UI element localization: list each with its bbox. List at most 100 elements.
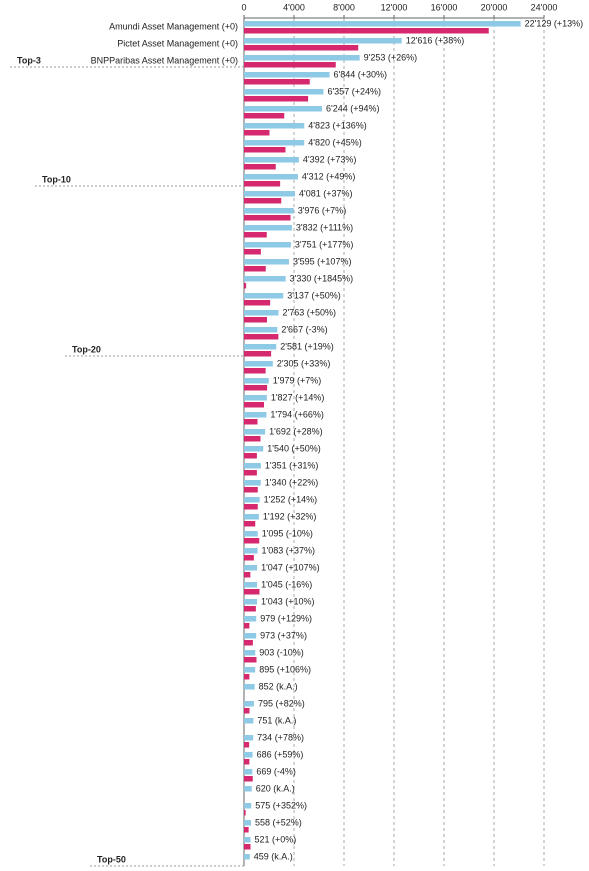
value-label: 4'392 (+73%) <box>303 154 357 164</box>
bar <box>244 599 258 605</box>
bar <box>244 827 249 833</box>
bar <box>244 759 250 765</box>
bar <box>244 232 267 238</box>
bar <box>244 735 254 741</box>
value-label: 2'667 (-3%) <box>281 324 327 334</box>
bar <box>244 327 278 333</box>
bar <box>244 368 266 374</box>
bar <box>244 300 271 306</box>
bar <box>244 776 253 782</box>
bar <box>244 402 264 408</box>
bar <box>244 106 323 112</box>
bar <box>244 769 253 775</box>
bar <box>244 89 324 95</box>
bar <box>244 436 261 442</box>
value-label: 903 (-10%) <box>259 647 304 657</box>
value-label: 9'253 (+26%) <box>364 52 418 62</box>
bar <box>244 514 259 520</box>
bar <box>244 130 270 136</box>
value-label: 3'595 (+107%) <box>293 256 352 266</box>
bar <box>244 640 253 646</box>
bar <box>244 718 254 724</box>
bar <box>244 140 305 146</box>
value-label: 852 (k.A.) <box>259 681 298 691</box>
x-tick-label: 16'000 <box>431 2 458 12</box>
value-label: 686 (+59%) <box>257 749 304 759</box>
bar <box>244 548 258 554</box>
value-label: 1'794 (+66%) <box>270 409 324 419</box>
bar <box>244 378 269 384</box>
value-label: 6'244 (+94%) <box>326 103 380 113</box>
bar <box>244 810 246 816</box>
value-label: 575 (+352%) <box>255 800 307 810</box>
x-tick-label: 4'000 <box>283 2 305 12</box>
bar <box>244 334 279 340</box>
value-label: 4'081 (+37%) <box>299 188 353 198</box>
category-label: Amundi Asset Management (+0) <box>109 21 238 31</box>
value-label: 795 (+82%) <box>258 698 305 708</box>
bar <box>244 606 256 612</box>
bar <box>244 62 336 68</box>
bar <box>244 463 261 469</box>
bar <box>244 395 267 401</box>
bar <box>244 701 254 707</box>
x-tick-label: 20'000 <box>481 2 508 12</box>
value-label: 973 (+37%) <box>260 630 307 640</box>
bar <box>244 351 272 357</box>
bar <box>244 650 256 656</box>
bar <box>244 521 256 527</box>
bar <box>244 470 257 476</box>
bar <box>244 55 360 61</box>
value-label: 2'581 (+19%) <box>280 341 334 351</box>
bar <box>244 215 291 221</box>
category-label: Pictet Asset Management (+0) <box>117 38 238 48</box>
value-label: 6'357 (+24%) <box>327 86 381 96</box>
value-label: 4'823 (+136%) <box>308 120 367 130</box>
bar <box>244 657 257 663</box>
value-label: 1'045 (-16%) <box>261 579 312 589</box>
bar <box>244 157 299 163</box>
bar <box>244 633 257 639</box>
bar <box>244 45 359 51</box>
value-label: 1'540 (+50%) <box>267 443 321 453</box>
bar <box>244 344 277 350</box>
bar <box>244 453 257 459</box>
value-label: 3'976 (+7%) <box>298 205 347 215</box>
bar <box>244 198 282 204</box>
bar <box>244 854 250 860</box>
bar <box>244 504 258 510</box>
bar <box>244 385 268 391</box>
group-label: Top-50 <box>97 854 126 864</box>
bar <box>244 589 260 595</box>
value-label: 1'692 (+28%) <box>269 426 323 436</box>
value-label: 521 (+0%) <box>255 834 297 844</box>
bar <box>244 317 267 323</box>
bar <box>244 565 258 571</box>
bar <box>244 538 260 544</box>
bar <box>244 208 294 214</box>
value-label: 1'979 (+7%) <box>273 375 322 385</box>
bar <box>244 79 310 85</box>
bar <box>244 113 285 119</box>
bar <box>244 837 251 843</box>
bar <box>244 21 521 27</box>
value-label: 12'616 (+38%) <box>406 35 465 45</box>
bar <box>244 174 298 180</box>
bar <box>244 242 291 248</box>
bar <box>244 412 267 418</box>
category-label: BNPParibas Asset Management (+0) <box>91 55 238 65</box>
bar <box>244 623 250 629</box>
value-label: 1'252 (+14%) <box>264 494 318 504</box>
bar <box>244 361 273 367</box>
bar <box>244 820 251 826</box>
value-label: 3'832 (+111%) <box>296 222 353 232</box>
bar <box>244 225 292 231</box>
bar <box>244 616 257 622</box>
bar <box>244 708 250 714</box>
bar <box>244 191 296 197</box>
value-label: 1'083 (+37%) <box>262 545 316 555</box>
bar <box>244 181 281 187</box>
value-label: 895 (+106%) <box>259 664 311 674</box>
value-label: 4'312 (+49%) <box>302 171 356 181</box>
